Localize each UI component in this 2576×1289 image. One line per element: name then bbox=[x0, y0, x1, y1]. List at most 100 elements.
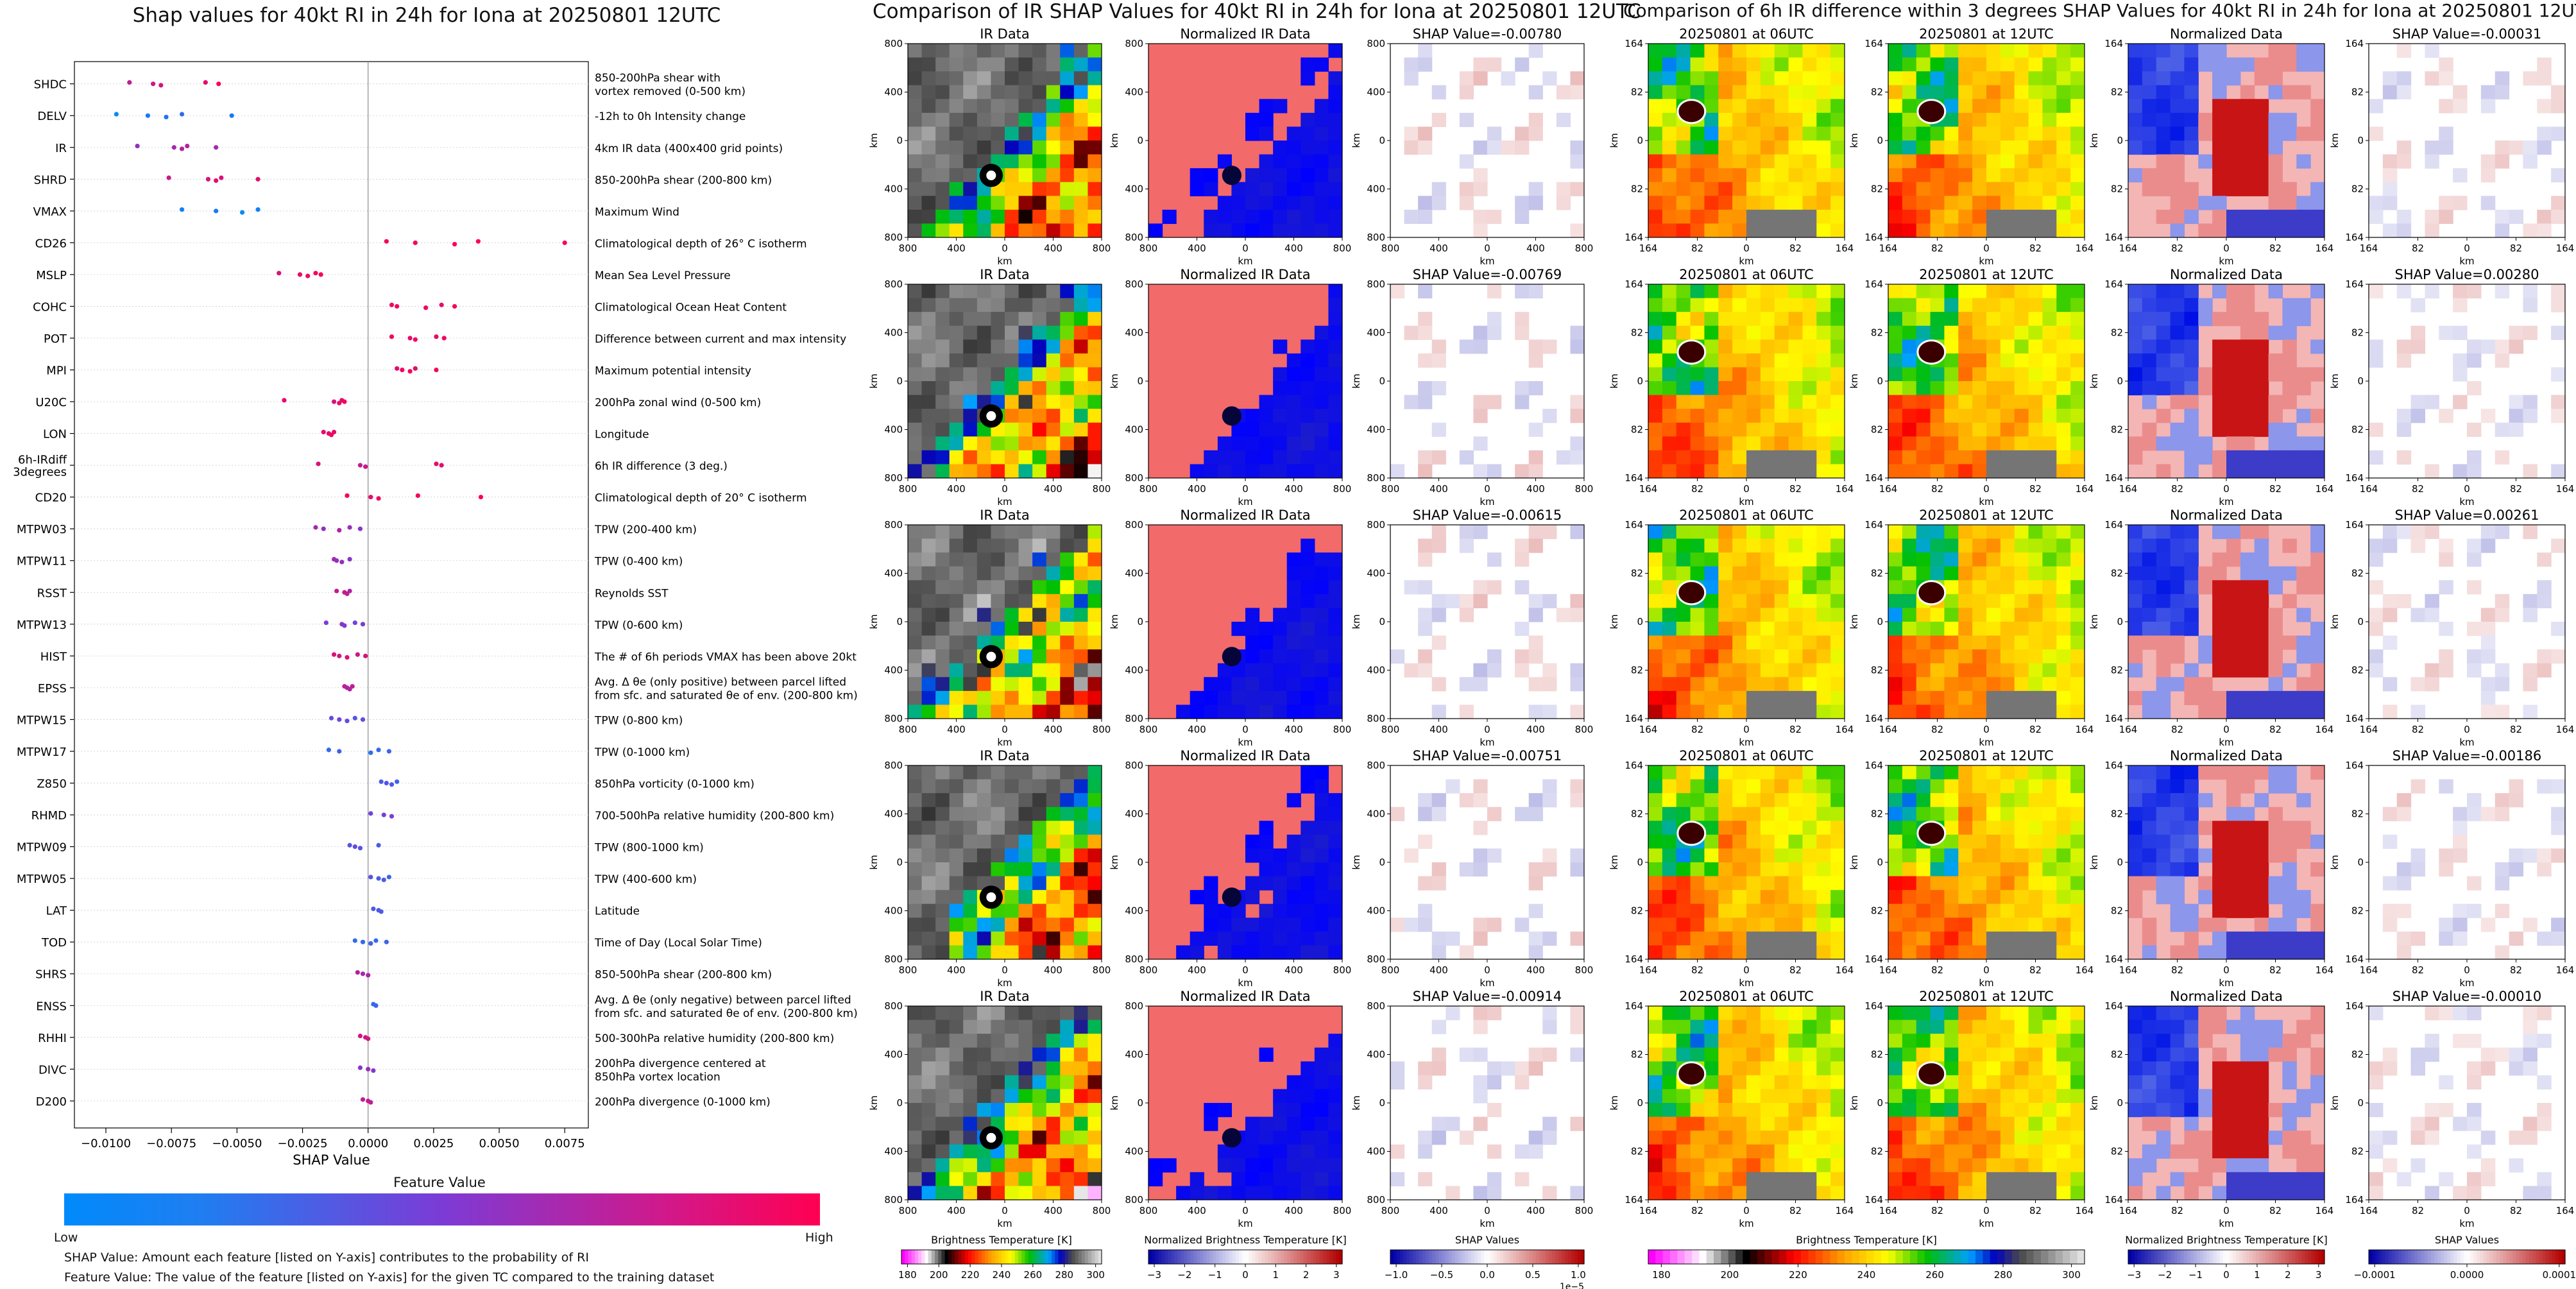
map-cell bbox=[1802, 395, 1817, 409]
map-cell bbox=[1570, 525, 1584, 540]
map-cell bbox=[2128, 325, 2143, 340]
map-cell bbox=[1005, 1006, 1019, 1021]
map-cell bbox=[2551, 538, 2565, 553]
map-cell bbox=[1328, 1089, 1342, 1104]
map-cell bbox=[1231, 704, 1246, 719]
map-cell bbox=[2042, 381, 2057, 396]
map-cell bbox=[1690, 298, 1705, 312]
map-cell bbox=[1830, 821, 1845, 835]
y-tick-label: 82 bbox=[1871, 665, 1883, 676]
map-cell bbox=[1217, 1186, 1233, 1200]
map-cell bbox=[1746, 566, 1761, 581]
x-tick-label: 800 bbox=[1381, 1205, 1400, 1216]
x-tick-label: 0 bbox=[2223, 483, 2230, 495]
map-cell bbox=[1902, 209, 1917, 225]
x-tick-label: 82 bbox=[1789, 243, 1802, 254]
map-cell bbox=[2268, 464, 2283, 478]
map-cell bbox=[2382, 154, 2398, 169]
map-cell bbox=[1005, 209, 1019, 225]
map-cell bbox=[908, 112, 923, 128]
map-cell bbox=[1418, 381, 1433, 396]
map-cell bbox=[1648, 608, 1663, 622]
storm-core bbox=[1222, 166, 1241, 185]
map-cell bbox=[2128, 608, 2143, 622]
shap-point bbox=[415, 493, 420, 499]
map-cell bbox=[2551, 395, 2565, 409]
map-cell bbox=[1286, 367, 1301, 382]
shap-point bbox=[342, 399, 347, 404]
panel-title: Normalized IR Data bbox=[1180, 508, 1310, 523]
map-cell bbox=[1032, 112, 1047, 128]
map-cell bbox=[1902, 566, 1917, 581]
map-cell bbox=[2000, 538, 2015, 553]
map-cell bbox=[1314, 608, 1329, 622]
map-cell bbox=[1390, 1075, 1405, 1090]
map-cell bbox=[1259, 409, 1274, 423]
map-cell bbox=[935, 1089, 950, 1104]
map-cell bbox=[1958, 779, 1973, 794]
map-cell bbox=[908, 182, 923, 196]
map-cell bbox=[1273, 1144, 1288, 1159]
map-cell bbox=[2198, 677, 2213, 692]
map-cell bbox=[2310, 182, 2324, 196]
map-cell bbox=[1515, 649, 1530, 664]
map-cell bbox=[1032, 580, 1047, 595]
map-cell bbox=[1774, 779, 1789, 794]
map-cell bbox=[1487, 580, 1502, 595]
map-cell bbox=[2028, 677, 2043, 692]
map-cell bbox=[2070, 876, 2085, 891]
map-cell bbox=[1662, 635, 1677, 650]
shap-point bbox=[357, 1065, 363, 1070]
map-cell bbox=[1662, 339, 1677, 354]
map-cell bbox=[1902, 112, 1917, 128]
map-cell bbox=[2056, 903, 2071, 918]
map-cell bbox=[1018, 223, 1033, 237]
shap-point bbox=[345, 654, 350, 660]
map-cell bbox=[1648, 284, 1663, 299]
y-tick-label: 400 bbox=[1367, 808, 1385, 820]
map-cell bbox=[1088, 677, 1102, 692]
map-cell bbox=[2170, 593, 2185, 609]
map-cell bbox=[2282, 635, 2297, 650]
map-cell bbox=[1301, 779, 1315, 794]
map-cell bbox=[1046, 223, 1061, 237]
map-cell bbox=[2056, 704, 2071, 719]
map-cell bbox=[2240, 57, 2255, 72]
map-cell bbox=[908, 1047, 923, 1062]
map-cell bbox=[1328, 552, 1342, 567]
map-cell bbox=[2070, 525, 2085, 540]
map-cell bbox=[1301, 339, 1315, 354]
map-cell bbox=[1760, 552, 1775, 567]
map-cell bbox=[1328, 821, 1342, 835]
map-cell bbox=[1760, 793, 1775, 808]
map-cell bbox=[1830, 409, 1845, 423]
map-cell bbox=[1431, 677, 1446, 692]
map-cell bbox=[2396, 339, 2412, 354]
map-cell bbox=[1073, 566, 1089, 581]
map-cell bbox=[977, 450, 992, 465]
map-cell bbox=[1046, 1061, 1061, 1076]
map-cell bbox=[935, 677, 950, 692]
shap-point bbox=[376, 496, 381, 501]
map-cell bbox=[1760, 779, 1775, 794]
map-cell bbox=[2425, 209, 2439, 225]
map-cell bbox=[1944, 649, 1959, 664]
map-cell bbox=[1570, 1186, 1584, 1200]
map-cell bbox=[977, 1103, 992, 1118]
map-cell bbox=[1259, 126, 1274, 141]
map-cell bbox=[2296, 464, 2311, 478]
map-cell bbox=[963, 552, 978, 567]
map-cell bbox=[1515, 552, 1530, 567]
map-cell bbox=[1986, 422, 2001, 437]
map-cell bbox=[935, 1006, 950, 1021]
map-cell bbox=[1718, 339, 1733, 354]
y-axis-label: km bbox=[868, 614, 880, 629]
x-tick-label: 0 bbox=[1484, 243, 1490, 254]
shap-point bbox=[379, 779, 384, 784]
map-cell bbox=[2056, 677, 2071, 692]
map-cell bbox=[1746, 44, 1761, 58]
shap-point bbox=[373, 938, 379, 943]
map-cell bbox=[2142, 126, 2157, 141]
map-cell bbox=[1431, 450, 1446, 465]
map-cell bbox=[1487, 649, 1502, 664]
